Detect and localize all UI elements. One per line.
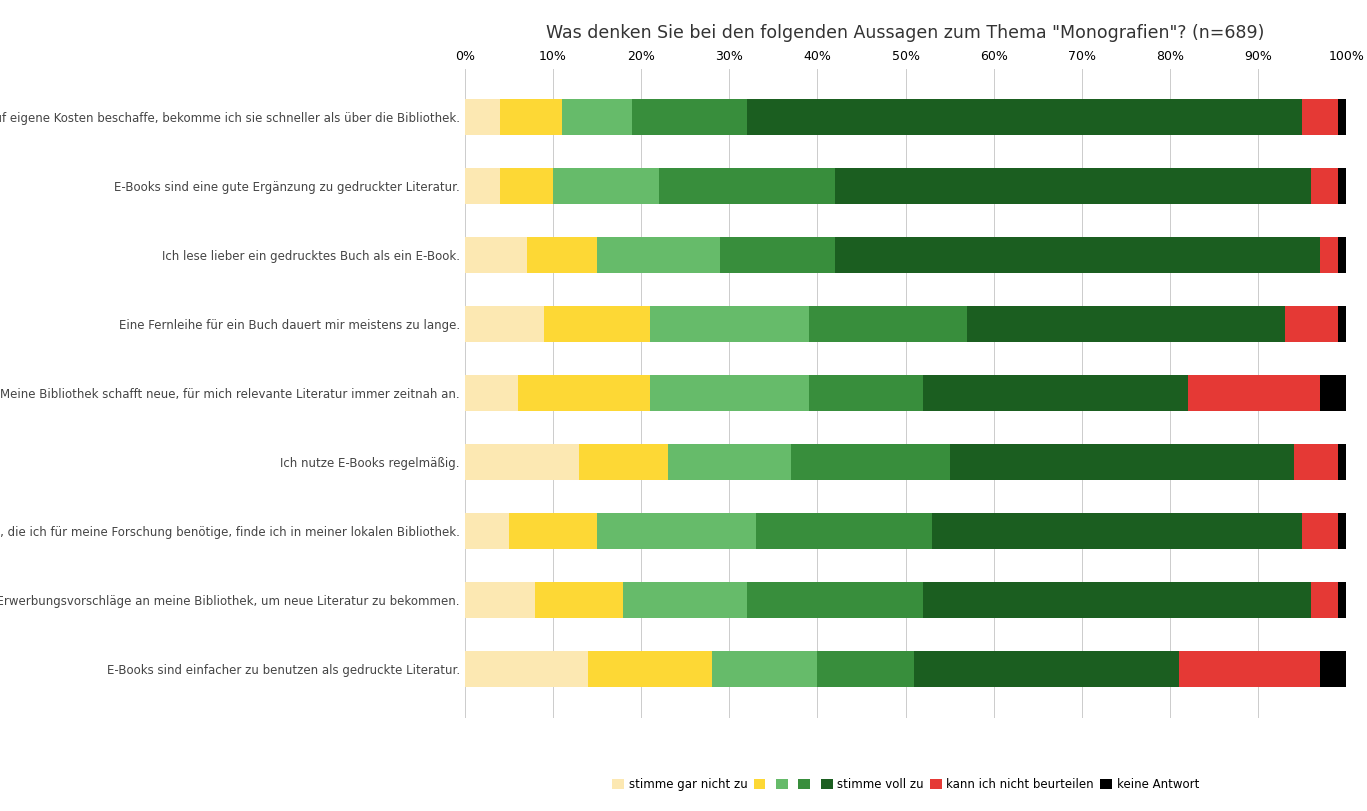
- Legend: stimme gar nicht zu, , , , stimme voll zu, kann ich nicht beurteilen, keine Antw: stimme gar nicht zu, , , , stimme voll z…: [608, 774, 1203, 796]
- Bar: [1321, 375, 1346, 411]
- Bar: [968, 307, 1285, 342]
- Bar: [536, 582, 623, 618]
- Bar: [1303, 513, 1338, 549]
- Bar: [562, 99, 633, 135]
- Bar: [835, 238, 1321, 273]
- Bar: [633, 99, 746, 135]
- Bar: [1321, 238, 1338, 273]
- Bar: [756, 513, 932, 549]
- Bar: [1338, 307, 1346, 342]
- Bar: [720, 238, 835, 273]
- Bar: [1338, 169, 1346, 204]
- Bar: [791, 444, 950, 480]
- Bar: [580, 444, 667, 480]
- Bar: [1311, 582, 1338, 618]
- Bar: [465, 513, 509, 549]
- Bar: [923, 582, 1311, 618]
- Bar: [809, 307, 968, 342]
- Bar: [1338, 99, 1346, 135]
- Bar: [465, 307, 544, 342]
- Bar: [1293, 444, 1338, 480]
- Bar: [1311, 169, 1338, 204]
- Bar: [1188, 375, 1321, 411]
- Bar: [623, 582, 746, 618]
- Bar: [932, 513, 1303, 549]
- Bar: [526, 238, 597, 273]
- Bar: [649, 375, 809, 411]
- Bar: [500, 169, 552, 204]
- Bar: [597, 513, 756, 549]
- Bar: [465, 444, 580, 480]
- Bar: [667, 444, 791, 480]
- Bar: [950, 444, 1293, 480]
- Bar: [509, 513, 597, 549]
- Bar: [1321, 651, 1346, 688]
- Bar: [835, 169, 1311, 204]
- Bar: [518, 375, 649, 411]
- Bar: [1338, 444, 1346, 480]
- Bar: [1338, 238, 1346, 273]
- Bar: [712, 651, 817, 688]
- Bar: [1178, 651, 1321, 688]
- Bar: [649, 307, 809, 342]
- Bar: [588, 651, 712, 688]
- Bar: [659, 169, 835, 204]
- Bar: [746, 99, 1303, 135]
- Bar: [465, 169, 500, 204]
- Bar: [1285, 307, 1338, 342]
- Bar: [465, 238, 526, 273]
- Bar: [544, 307, 649, 342]
- Bar: [1303, 99, 1338, 135]
- Bar: [1338, 513, 1346, 549]
- Bar: [597, 238, 720, 273]
- Bar: [552, 169, 659, 204]
- Bar: [817, 651, 915, 688]
- Bar: [746, 582, 923, 618]
- Bar: [915, 651, 1178, 688]
- Bar: [465, 651, 588, 688]
- Bar: [465, 99, 500, 135]
- Bar: [1338, 582, 1346, 618]
- Title: Was denken Sie bei den folgenden Aussagen zum Thema "Monografien"? (n=689): Was denken Sie bei den folgenden Aussage…: [547, 24, 1264, 42]
- Bar: [465, 582, 536, 618]
- Bar: [809, 375, 923, 411]
- Bar: [465, 375, 518, 411]
- Bar: [923, 375, 1188, 411]
- Bar: [500, 99, 562, 135]
